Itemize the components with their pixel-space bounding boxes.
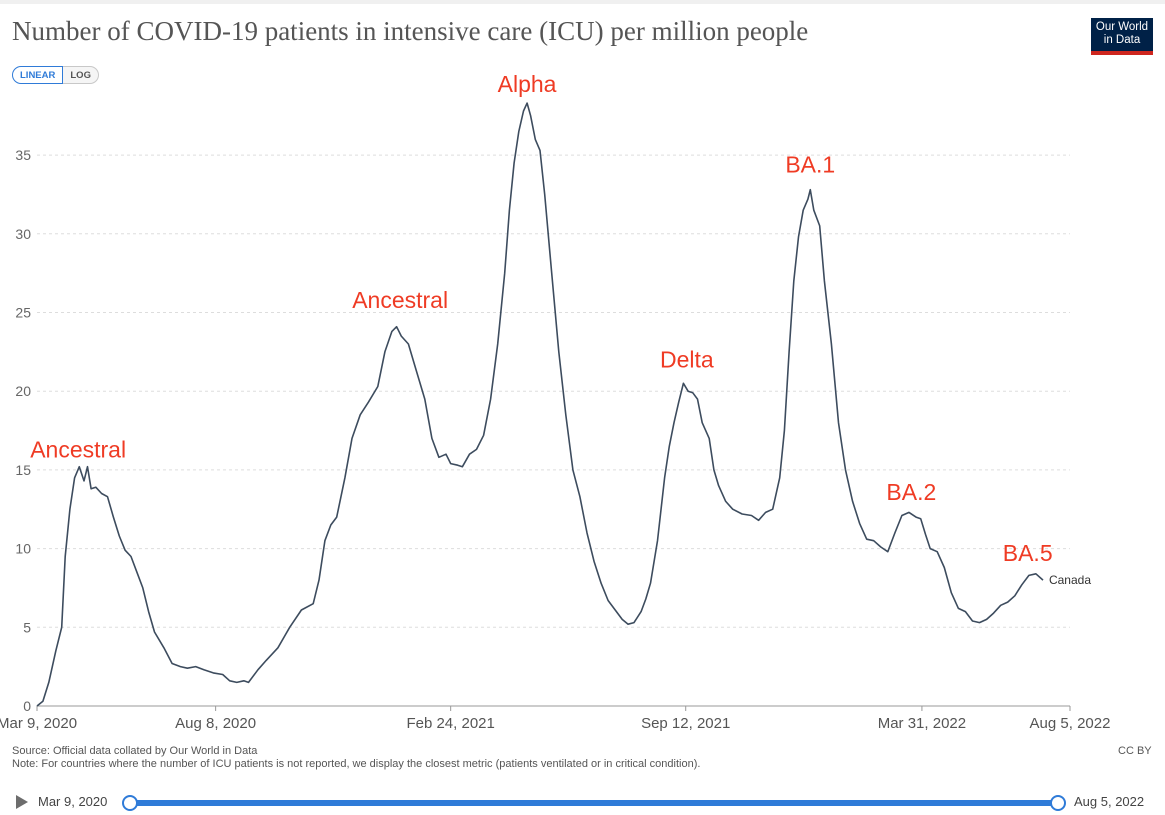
top-border (0, 0, 1165, 4)
timeline-end-handle[interactable] (1050, 795, 1066, 811)
y-tick-label: 5 (23, 619, 31, 635)
wave-annotation: Ancestral (30, 436, 126, 462)
x-tick-label: Aug 8, 2020 (175, 715, 256, 732)
owid-logo[interactable]: Our World in Data (1091, 18, 1153, 55)
wave-annotation: BA.1 (785, 151, 835, 177)
wave-annotation: BA.5 (1003, 540, 1053, 566)
y-tick-label: 15 (15, 462, 31, 478)
x-tick-label: Sep 12, 2021 (641, 715, 730, 732)
chart-title: Number of COVID-19 patients in intensive… (12, 16, 809, 46)
series-end-label: Canada (1049, 573, 1091, 587)
y-tick-label: 30 (15, 226, 31, 242)
x-tick-label: Feb 24, 2021 (406, 715, 494, 732)
y-tick-label: 10 (15, 541, 31, 557)
timeline-start-label: Mar 9, 2020 (38, 794, 108, 809)
log-scale-button[interactable]: LOG (63, 66, 99, 84)
x-tick-label: Mar 31, 2022 (878, 715, 966, 732)
linear-scale-button[interactable]: LINEAR (12, 66, 64, 84)
scale-toggle: LINEAR LOG (12, 66, 99, 84)
source-text: Source: Official data collated by Our Wo… (12, 745, 258, 757)
wave-annotation: Alpha (498, 71, 557, 97)
wave-annotation: BA.2 (886, 479, 936, 505)
timeline-track[interactable] (130, 800, 1058, 806)
x-tick-label: Aug 5, 2022 (1030, 715, 1111, 732)
series-line-canada (36, 102, 1044, 707)
timeline-start-handle[interactable] (122, 795, 138, 811)
logo-line-2: in Data (1103, 34, 1141, 46)
y-tick-label: 25 (15, 304, 31, 320)
play-icon[interactable] (16, 795, 28, 809)
wave-annotation: Delta (660, 347, 714, 373)
line-chart[interactable]: 0 5 10 15 20 25 30 35 Mar 9, 2020 Aug 8, 2020 Feb … (0, 0, 1165, 740)
y-tick-label: 20 (15, 383, 31, 399)
license-link[interactable]: CC BY (1118, 745, 1152, 757)
wave-annotation: Ancestral (352, 287, 448, 313)
y-tick-label: 0 (23, 698, 31, 714)
timeline-slider: Mar 9, 2020 Aug 5, 2022 (0, 790, 1165, 815)
note-text: Note: For countries where the number of … (12, 758, 701, 770)
logo-line-1: Our World (1095, 21, 1149, 33)
chart-footer: Source: Official data collated by Our Wo… (12, 745, 700, 771)
timeline-end-label: Aug 5, 2022 (1074, 794, 1145, 809)
y-tick-label: 35 (15, 147, 31, 163)
x-tick-label: Mar 9, 2020 (0, 715, 77, 732)
